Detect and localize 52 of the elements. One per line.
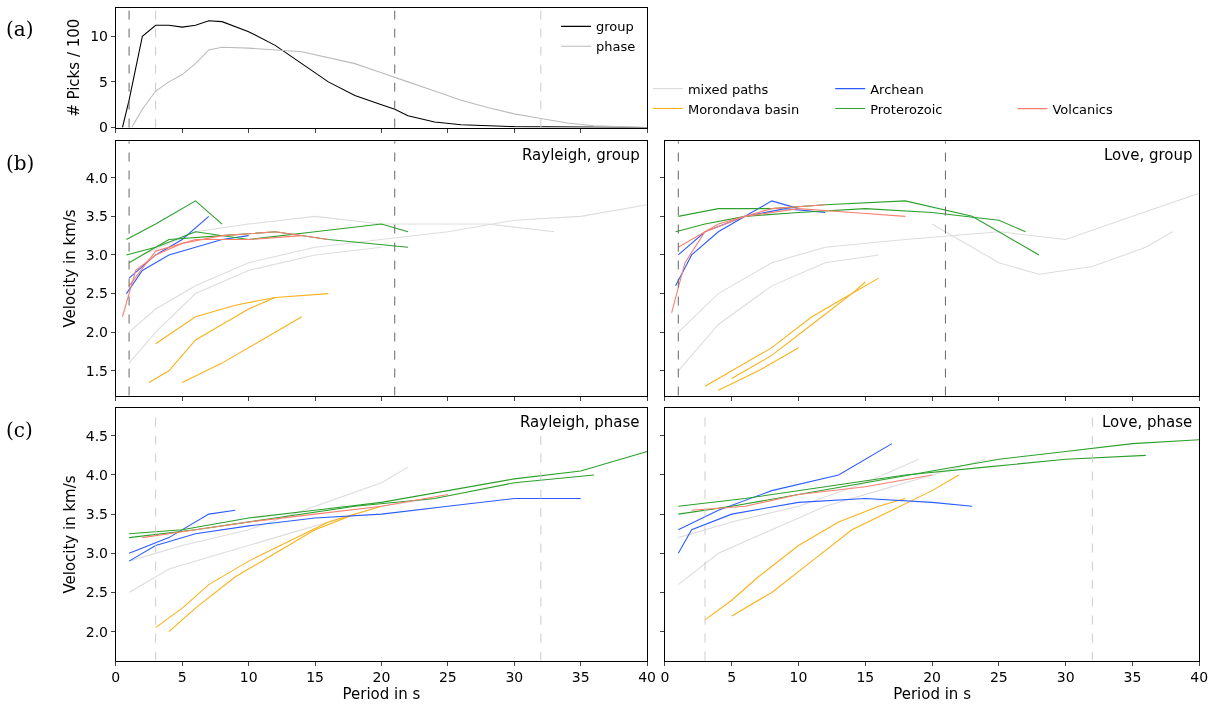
y-tick-label: 2.5 (85, 285, 108, 302)
legend-label: mixed paths (687, 81, 769, 97)
y-tick-label: 3.0 (85, 246, 108, 263)
legend-label: group (596, 19, 634, 35)
y-tick-label: 2.0 (85, 623, 108, 640)
x-tick-label: 25 (989, 669, 1008, 686)
x-tick-label: 0 (660, 669, 670, 686)
text: (c) (6, 418, 33, 442)
x-tick-label: 15 (306, 669, 324, 686)
y-axis-title: # Picks / 100 (65, 18, 84, 117)
y-tick-label: 2.5 (85, 584, 108, 601)
x-tick-label: 20 (372, 669, 391, 686)
annotation: Rayleigh, phase (520, 413, 640, 431)
y-tick-label: 2.0 (85, 324, 108, 341)
legend-label: Morondava basin (687, 101, 800, 117)
x-axis-title: Period in s (893, 685, 972, 704)
legend-label: Volcanics (1052, 101, 1114, 117)
x-tick-label: 15 (856, 669, 875, 686)
y-tick-label: 1.5 (85, 362, 108, 379)
y-tick-label: 0 (99, 119, 108, 136)
y-tick-label: 10 (90, 28, 108, 45)
y-tick-label: 5 (99, 73, 108, 90)
x-tick-label: 10 (789, 669, 808, 686)
annotation: Love, group (1104, 146, 1193, 164)
x-tick-label: 35 (571, 669, 590, 686)
annotation: Rayleigh, group (522, 146, 640, 164)
y-axis-title: Velocity in km/s (60, 209, 79, 328)
x-tick-label: 5 (177, 669, 187, 686)
x-tick-label: 30 (505, 669, 524, 686)
x-tick-label: 25 (438, 669, 457, 686)
x-tick-label: 20 (923, 669, 941, 686)
y-axis-title: Velocity in km/s (60, 475, 79, 594)
x-tick-label: 5 (727, 669, 737, 686)
y-tick-label: 3.0 (85, 545, 108, 562)
x-axis-title: Period in s (342, 685, 421, 704)
y-tick-label: 3.5 (85, 208, 108, 225)
x-tick-label: 10 (239, 669, 258, 686)
annotation: Love, phase (1102, 413, 1193, 431)
x-tick-label: 30 (1056, 669, 1075, 686)
y-tick-label: 3.5 (85, 506, 108, 523)
x-tick-label: 0 (111, 669, 121, 686)
y-tick-label: 4.5 (85, 427, 108, 444)
legend-label: Proterozoic (870, 101, 943, 117)
text: (b) (6, 151, 35, 175)
x-tick-label: 40 (638, 669, 657, 686)
text: (a) (6, 17, 34, 41)
legend-label: phase (596, 39, 636, 55)
x-tick-label: 40 (1190, 669, 1209, 686)
y-tick-label: 4.0 (85, 169, 108, 186)
legend-label: Archean (870, 81, 924, 97)
y-tick-label: 4.0 (85, 466, 108, 483)
x-tick-label: 35 (1123, 669, 1142, 686)
